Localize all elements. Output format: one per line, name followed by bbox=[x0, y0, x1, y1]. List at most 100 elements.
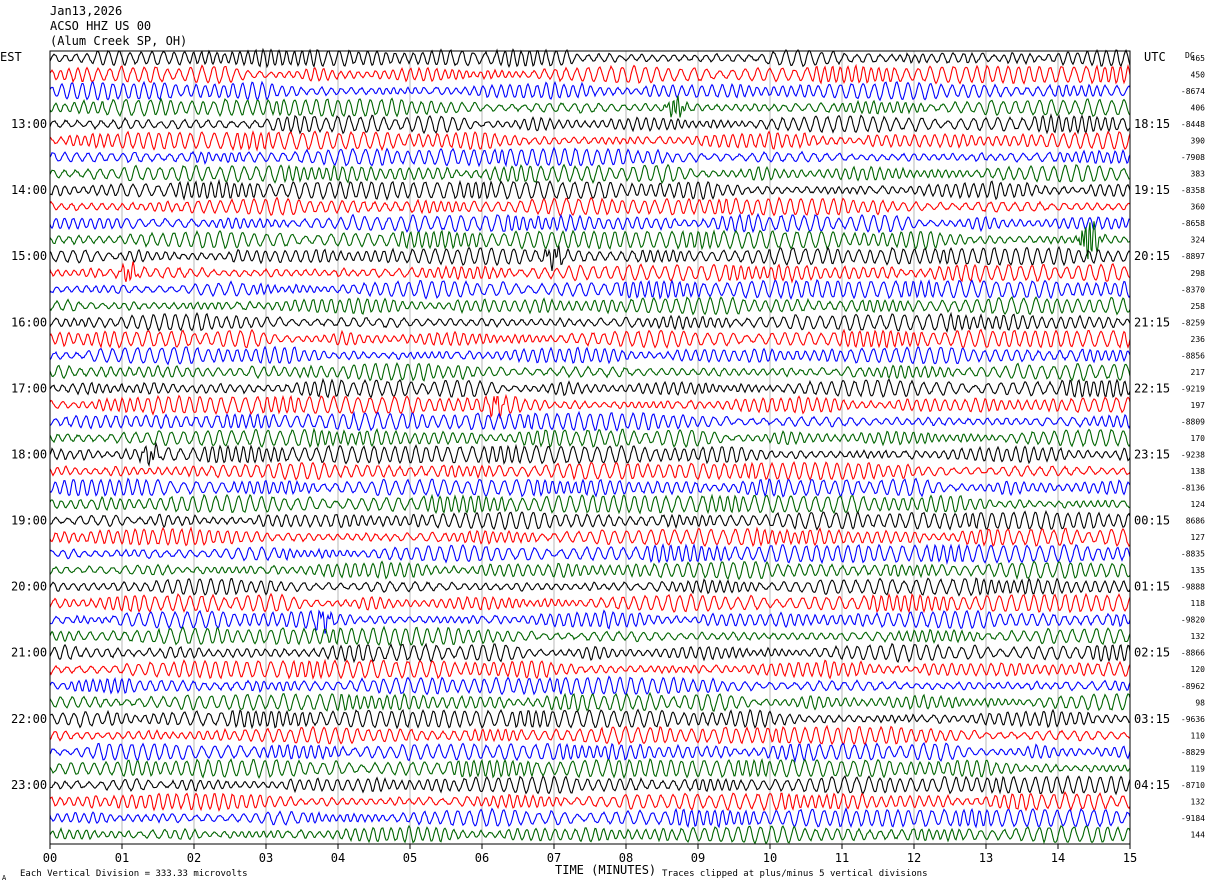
x-axis-title: TIME (MINUTES) bbox=[555, 863, 656, 877]
right-hour-label: 23:15 bbox=[1134, 447, 1170, 461]
dc-offset-label: -8136 bbox=[1181, 484, 1205, 493]
seismic-trace bbox=[49, 758, 1131, 780]
dc-offset-label: -8856 bbox=[1181, 351, 1205, 360]
seismic-trace bbox=[49, 609, 1131, 634]
dc-offset-label: 236 bbox=[1191, 335, 1206, 344]
seismic-trace bbox=[49, 63, 1131, 85]
corner-mark: A bbox=[2, 874, 7, 882]
dc-offset-label: -8710 bbox=[1181, 781, 1205, 790]
clip-note: Traces clipped at plus/minus 5 vertical … bbox=[662, 869, 928, 879]
dc-offset-label: 118 bbox=[1191, 599, 1206, 608]
seismic-trace bbox=[49, 807, 1131, 829]
seismic-trace bbox=[49, 146, 1131, 168]
left-hour-labels: 13:00 14:00 15:00 16:00 17:00 18:00 19:00 20:00… bbox=[11, 117, 47, 792]
seismic-trace bbox=[49, 261, 1131, 284]
seismic-trace bbox=[49, 212, 1131, 234]
left-hour-label: 19:00 bbox=[11, 514, 47, 528]
right-hour-labels: 18:15 19:15 20:15 21:15 22:15 23:15 00:15 01:15… bbox=[1134, 117, 1170, 792]
seismic-trace bbox=[49, 279, 1131, 300]
right-hour-label: 22:15 bbox=[1134, 381, 1170, 395]
seismic-trace bbox=[49, 577, 1131, 597]
dc-offset-label: 258 bbox=[1191, 302, 1206, 311]
seismic-trace bbox=[49, 410, 1131, 432]
x-tick-label: 14 bbox=[1051, 851, 1065, 865]
seismic-trace bbox=[49, 742, 1131, 764]
seismic-trace bbox=[49, 543, 1131, 565]
seismic-trace bbox=[49, 477, 1131, 498]
seismic-trace bbox=[49, 221, 1131, 260]
dc-offset-label: 119 bbox=[1191, 764, 1206, 773]
dc-offset-label: -9888 bbox=[1181, 583, 1205, 592]
seismic-trace bbox=[49, 393, 1131, 419]
dc-offset-label: -8259 bbox=[1181, 318, 1205, 327]
dc-offset-label: -8809 bbox=[1181, 417, 1205, 426]
dc-offset-label: 383 bbox=[1191, 170, 1206, 179]
header-station: ACSO HHZ US 00 bbox=[50, 19, 152, 33]
seismic-trace bbox=[49, 427, 1131, 448]
left-hour-label: 14:00 bbox=[11, 183, 47, 197]
x-tick-label: 09 bbox=[691, 851, 705, 865]
seismic-trace bbox=[49, 493, 1131, 515]
x-tick-label: 02 bbox=[187, 851, 201, 865]
x-tick-label: 03 bbox=[259, 851, 273, 865]
seismic-trace bbox=[49, 95, 1131, 118]
seismic-trace bbox=[49, 296, 1131, 316]
dc-offset-label: 110 bbox=[1191, 731, 1206, 740]
left-hour-label: 23:00 bbox=[11, 778, 47, 792]
header-date: Jan13,2026 bbox=[50, 4, 123, 18]
dc-offset-label: 360 bbox=[1191, 203, 1206, 212]
seismic-trace bbox=[49, 658, 1131, 680]
dc-offset-label: 170 bbox=[1191, 434, 1206, 443]
x-tick-label: 12 bbox=[907, 851, 921, 865]
dc-header-label: DC bbox=[1185, 51, 1195, 60]
dc-offset-label: -9184 bbox=[1181, 814, 1205, 823]
x-tick-label: 15 bbox=[1123, 851, 1137, 865]
seismic-trace bbox=[49, 328, 1131, 349]
seismic-trace bbox=[49, 345, 1131, 366]
seismic-trace bbox=[49, 724, 1131, 746]
minute-grid bbox=[121, 51, 1059, 844]
left-hour-label: 18:00 bbox=[11, 447, 47, 461]
seismic-trace bbox=[49, 196, 1131, 217]
seismic-trace bbox=[49, 560, 1131, 581]
header-site: (Alum Creek SP, OH) bbox=[50, 34, 188, 48]
dc-offset-label: 197 bbox=[1191, 401, 1206, 410]
right-timezone-label: UTC bbox=[1144, 50, 1166, 64]
left-hour-label: 13:00 bbox=[11, 117, 47, 131]
seismic-trace bbox=[49, 377, 1131, 399]
dc-offset-label: 406 bbox=[1191, 104, 1206, 113]
x-tick-label: 13 bbox=[979, 851, 993, 865]
dc-offset-label: 127 bbox=[1191, 533, 1206, 542]
dc-offset-label: -8962 bbox=[1181, 682, 1205, 691]
left-hour-label: 15:00 bbox=[11, 249, 47, 263]
dc-offset-label: 465 bbox=[1191, 54, 1206, 63]
dc-offset-label: 390 bbox=[1191, 137, 1206, 146]
x-tick-label: 10 bbox=[763, 851, 777, 865]
dc-offset-label: -8897 bbox=[1181, 252, 1205, 261]
dc-offset-label: 8686 bbox=[1186, 517, 1205, 526]
right-hour-label: 18:15 bbox=[1134, 117, 1170, 131]
dc-offset-label: 120 bbox=[1191, 665, 1206, 674]
seismic-trace bbox=[49, 625, 1131, 647]
left-timezone-label: EST bbox=[0, 50, 22, 64]
dc-offset-label: 298 bbox=[1191, 269, 1206, 278]
seismic-trace bbox=[49, 691, 1131, 712]
seismic-trace bbox=[49, 510, 1131, 531]
dc-offset-label: -8835 bbox=[1181, 550, 1205, 559]
right-hour-label: 03:15 bbox=[1134, 712, 1170, 726]
seismic-trace bbox=[49, 441, 1131, 468]
right-hour-label: 21:15 bbox=[1134, 315, 1170, 329]
plot-frame bbox=[49, 50, 1131, 845]
dc-offset-label: -8866 bbox=[1181, 649, 1205, 658]
left-hour-label: 20:00 bbox=[11, 580, 47, 594]
left-hour-label: 21:00 bbox=[11, 646, 47, 660]
left-hour-label: 16:00 bbox=[11, 315, 47, 329]
dc-offset-label: 135 bbox=[1191, 566, 1206, 575]
seismic-trace bbox=[49, 113, 1131, 135]
dc-offset-label: 124 bbox=[1191, 500, 1206, 509]
x-tick-label: 05 bbox=[403, 851, 417, 865]
seismic-trace bbox=[50, 774, 1131, 796]
dc-offset-label: -8448 bbox=[1181, 120, 1205, 129]
seismic-trace bbox=[49, 178, 1131, 201]
